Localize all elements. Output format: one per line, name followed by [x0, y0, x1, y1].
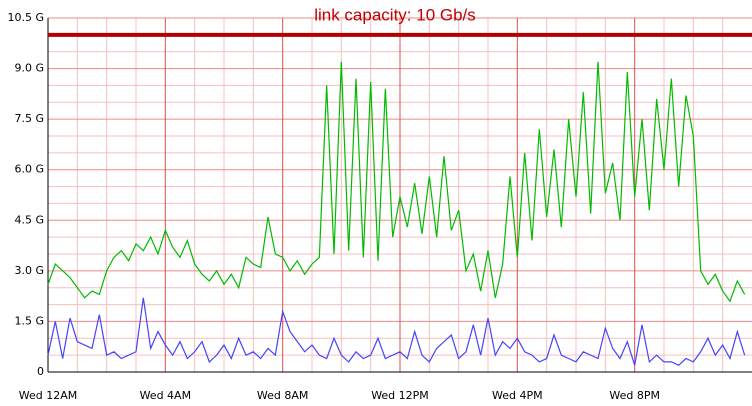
- series-line: [47, 297, 746, 366]
- y-tick-label: 3.0 G: [14, 264, 44, 277]
- y-tick-label: 9.0 G: [14, 62, 44, 75]
- x-tick-label: Wed 4AM: [140, 389, 192, 402]
- x-tick-label: Wed 4PM: [492, 389, 543, 402]
- y-tick-label: 0: [37, 365, 44, 378]
- grid: [47, 17, 752, 373]
- y-tick-label: 10.5 G: [7, 11, 44, 24]
- x-tick-label: Wed 12AM: [19, 389, 78, 402]
- y-tick-label: 6.0 G: [14, 163, 44, 176]
- x-tick-label: Wed 12PM: [371, 389, 429, 402]
- x-tick-label: Wed 8PM: [609, 389, 660, 402]
- y-tick-label: 7.5 G: [14, 112, 44, 125]
- y-tick-label: 4.5 G: [14, 213, 44, 226]
- y-tick-label: 1.5 G: [14, 314, 44, 327]
- series-line: [47, 61, 746, 303]
- capacity-label: link capacity: 10 Gb/s: [314, 5, 476, 24]
- x-tick-label: Wed 8AM: [257, 389, 309, 402]
- plot: [47, 32, 752, 366]
